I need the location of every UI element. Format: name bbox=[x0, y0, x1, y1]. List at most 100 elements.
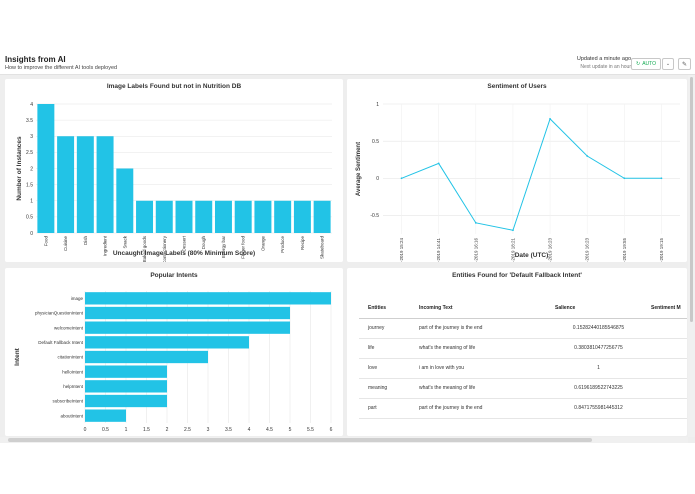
column-header[interactable]: Salience bbox=[546, 298, 642, 319]
y-tick-label: citationIntent bbox=[57, 355, 83, 360]
bar bbox=[85, 321, 290, 334]
bar bbox=[274, 200, 292, 233]
table-row: meaning what's the meaning of life 0.619… bbox=[359, 378, 687, 399]
bar bbox=[214, 200, 232, 233]
data-point bbox=[623, 177, 626, 180]
x-tick-label: 1.5 bbox=[143, 427, 150, 433]
y-tick-label: 1 bbox=[30, 199, 33, 205]
table-cell: part of the journey is the end bbox=[410, 318, 546, 339]
x-tick-label: 26-Apr-2019 19:55 bbox=[622, 238, 627, 262]
x-tick-label: Recipe bbox=[300, 236, 305, 251]
column-header[interactable]: Incoming Text bbox=[410, 298, 546, 319]
y-tick-label: 3 bbox=[30, 134, 33, 140]
bar bbox=[85, 365, 167, 378]
x-tick-label: 3 bbox=[207, 427, 210, 433]
y-tick-label: helpIntent bbox=[63, 384, 84, 389]
horizontal-scrollbar[interactable] bbox=[0, 437, 688, 443]
data-point bbox=[586, 155, 589, 157]
x-tick-label: 0 bbox=[84, 427, 87, 433]
table-cell bbox=[642, 378, 687, 399]
x-tick-label: 24-Apr-2019 16:23 bbox=[548, 238, 553, 262]
dashboard: Insights from AI How to improve the diff… bbox=[0, 52, 695, 443]
y-axis-label: Intent bbox=[14, 347, 21, 366]
bar bbox=[76, 136, 94, 233]
bar bbox=[254, 200, 272, 233]
table-cell: 0.8471755981445312 bbox=[546, 398, 642, 419]
table-cell: 0.15282440185546875 bbox=[546, 318, 642, 339]
x-tick-label: Skateboard bbox=[320, 236, 325, 260]
table-cell: i am in love with you bbox=[410, 358, 546, 379]
x-tick-label: Produce bbox=[280, 236, 285, 253]
bar bbox=[136, 200, 154, 233]
y-tick-label: subscribeIntent bbox=[52, 399, 83, 404]
chevron-down-icon: ⌄ bbox=[665, 61, 671, 67]
x-tick-label: Dough bbox=[201, 236, 206, 250]
bar bbox=[85, 409, 126, 422]
table-cell: what's the meaning of life bbox=[410, 338, 546, 359]
x-tick-label: 5.5 bbox=[307, 427, 314, 433]
dashboard-subtitle: How to improve the different AI tools de… bbox=[5, 65, 118, 71]
x-tick-label: Confectionery bbox=[162, 235, 167, 262]
table-cell: part bbox=[359, 398, 410, 419]
column-header[interactable]: Entities bbox=[359, 298, 410, 319]
bar bbox=[85, 394, 167, 408]
x-tick-label: 3.5 bbox=[225, 427, 232, 433]
table-cell: 0.3803810477256775 bbox=[546, 338, 642, 359]
x-axis-label: Uncaught Image Labels (80% Minimum Score… bbox=[113, 250, 255, 257]
scrollbar-thumb[interactable] bbox=[8, 438, 592, 442]
table-cell bbox=[642, 318, 687, 339]
x-tick-label: 6 bbox=[330, 427, 333, 433]
table-cell bbox=[642, 358, 687, 379]
x-tick-label: 4 bbox=[248, 427, 251, 433]
bar bbox=[85, 350, 208, 364]
x-axis-label: Date (UTC) bbox=[515, 252, 549, 259]
y-tick-label: helloIntent bbox=[62, 369, 84, 374]
data-point bbox=[660, 177, 663, 180]
bar bbox=[96, 136, 114, 233]
x-tick-label: 24-Apr-2019 16:16 bbox=[473, 238, 478, 262]
table-cell bbox=[642, 398, 687, 419]
column-header[interactable]: Sentiment M bbox=[642, 298, 687, 319]
table-row: part part of the journey is the end 0.84… bbox=[359, 398, 687, 419]
scrollbar-thumb[interactable] bbox=[690, 77, 693, 322]
edit-dashboard-button[interactable]: ✎ bbox=[678, 58, 691, 70]
bar bbox=[85, 336, 249, 349]
image-labels-chart: 0 0.5 1 1.5 2 2.5 3 3.5 4 Food Cuisine Dish Ingredie… bbox=[16, 102, 332, 262]
x-tick-label: Baked goods bbox=[142, 235, 147, 262]
y-tick-label: 3.5 bbox=[26, 118, 33, 124]
table-cell: 1 bbox=[546, 358, 642, 379]
x-tick-label: Snack bbox=[122, 235, 127, 248]
x-tick-label: 26-Apr-2019 19:15 bbox=[659, 238, 664, 262]
y-tick-label: image bbox=[71, 296, 84, 301]
table-title: Entities Found for 'Default Fallback Int… bbox=[452, 272, 582, 279]
y-tick-label: 0.5 bbox=[372, 139, 379, 145]
table-cell: 0.6196189522743225 bbox=[546, 378, 642, 399]
dashboard-title: Insights from AI bbox=[5, 55, 66, 64]
x-tick-label: Cuisine bbox=[63, 236, 68, 252]
auto-refresh-button[interactable]: ↻ AUTO bbox=[631, 58, 661, 70]
y-tick-label: 1.5 bbox=[26, 182, 33, 188]
y-tick-label: welcomeIntent bbox=[54, 325, 84, 330]
bar bbox=[37, 104, 55, 233]
vertical-scrollbar[interactable] bbox=[688, 75, 695, 437]
data-point bbox=[512, 229, 514, 232]
x-tick-label: Orange bbox=[260, 236, 265, 252]
bar bbox=[293, 200, 311, 233]
x-tick-label: 0.5 bbox=[102, 427, 109, 433]
bar bbox=[175, 200, 193, 233]
table-cell: what's the meaning of life bbox=[410, 378, 546, 399]
y-tick-label: 2.5 bbox=[26, 150, 33, 156]
data-point bbox=[549, 117, 551, 120]
bar bbox=[85, 380, 167, 393]
next-update-text: Next update in an hour bbox=[580, 64, 631, 70]
table-header-row: Entities Incoming Text Salience Sentimen… bbox=[359, 298, 687, 319]
refresh-options-dropdown[interactable]: ⌄ bbox=[662, 58, 674, 70]
bar bbox=[116, 168, 134, 233]
dashboard-header: Insights from AI How to improve the diff… bbox=[0, 52, 695, 75]
table-cell bbox=[642, 338, 687, 359]
y-tick-label: 4 bbox=[30, 102, 33, 108]
x-tick-label: Food bbox=[43, 236, 48, 247]
table-row: life what's the meaning of life 0.380381… bbox=[359, 338, 687, 359]
x-tick-label: Finger food bbox=[241, 236, 246, 259]
